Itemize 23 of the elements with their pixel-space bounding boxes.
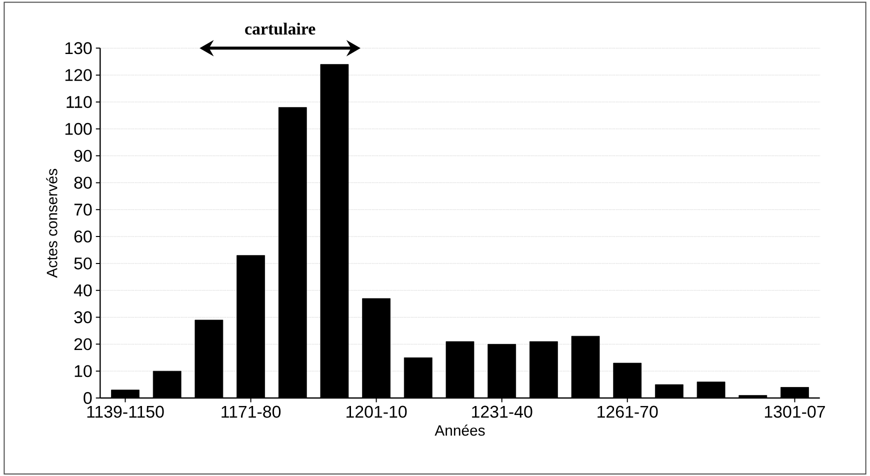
x-tick-label: 1261-70: [598, 406, 658, 418]
x-tick-label: 1301-07: [764, 406, 825, 418]
y-tick-label: 0: [84, 392, 92, 404]
y-axis-title: Actes conservés: [46, 168, 58, 278]
y-tick-label: 70: [74, 204, 92, 216]
x-tick-label: 1201-10: [346, 406, 407, 418]
y-tick-label: 90: [74, 150, 92, 162]
text: cartulaire: [245, 22, 316, 35]
y-tick-label: 100: [65, 122, 92, 135]
y-tick-label: 10: [74, 365, 92, 378]
y-tick-label: 40: [74, 284, 92, 296]
y-tick-label: 120: [65, 69, 92, 81]
x-axis-title: Années: [434, 424, 485, 436]
y-tick-label: 30: [74, 311, 92, 324]
y-tick-label: 50: [74, 257, 92, 270]
y-tick-label: 110: [66, 96, 92, 108]
x-tick-label: 1139-1150: [87, 406, 164, 418]
y-tick-label: 130: [65, 42, 92, 54]
x-tick-label: 1231-40: [472, 406, 532, 418]
y-tick-label: 20: [74, 338, 92, 350]
y-tick-label: 60: [74, 230, 92, 242]
x-tick-label: 1171-80: [222, 406, 281, 418]
y-tick-label: 80: [74, 176, 92, 189]
